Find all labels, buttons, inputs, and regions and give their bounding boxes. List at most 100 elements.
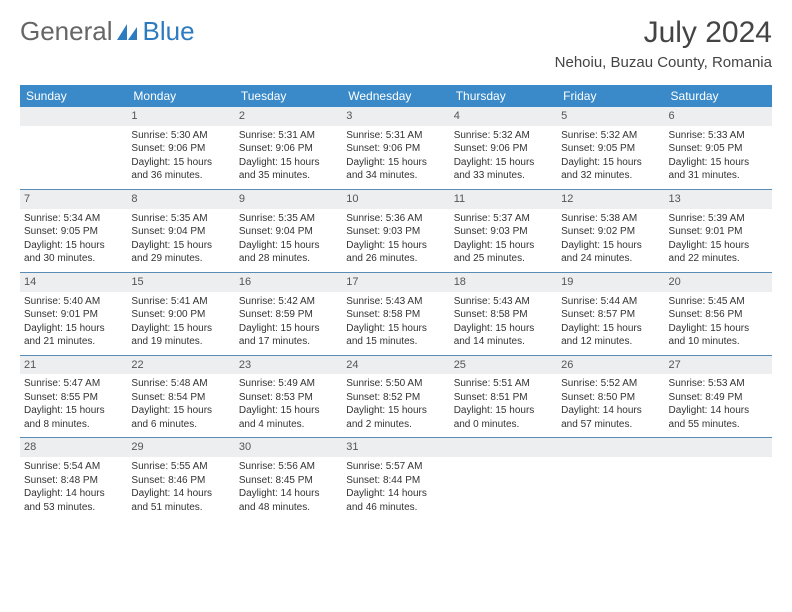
- daylight-text: Daylight: 15 hours and 30 minutes.: [24, 239, 123, 266]
- sunrise-text: Sunrise: 5:47 AM: [24, 377, 123, 391]
- calendar-cell: 8Sunrise: 5:35 AMSunset: 9:04 PMDaylight…: [127, 189, 234, 272]
- sunrise-text: Sunrise: 5:50 AM: [346, 377, 445, 391]
- sunset-text: Sunset: 8:52 PM: [346, 391, 445, 405]
- logo: General Blue: [20, 16, 195, 47]
- day-header: Thursday: [450, 85, 557, 107]
- calendar-cell: [20, 107, 127, 189]
- sunrise-text: Sunrise: 5:49 AM: [239, 377, 338, 391]
- sunset-text: Sunset: 8:49 PM: [669, 391, 768, 405]
- daylight-text: Daylight: 15 hours and 2 minutes.: [346, 404, 445, 431]
- calendar-cell: 4Sunrise: 5:32 AMSunset: 9:06 PMDaylight…: [450, 107, 557, 189]
- day-number: 30: [235, 438, 342, 457]
- day-number: 3: [342, 107, 449, 126]
- day-number: 25: [450, 356, 557, 375]
- daylight-text: Daylight: 15 hours and 24 minutes.: [561, 239, 660, 266]
- day-number: [557, 438, 664, 457]
- sunrise-text: Sunrise: 5:34 AM: [24, 212, 123, 226]
- calendar-cell: 23Sunrise: 5:49 AMSunset: 8:53 PMDayligh…: [235, 355, 342, 438]
- day-number: 4: [450, 107, 557, 126]
- daylight-text: Daylight: 15 hours and 10 minutes.: [669, 322, 768, 349]
- daylight-text: Daylight: 15 hours and 33 minutes.: [454, 156, 553, 183]
- day-number: 18: [450, 273, 557, 292]
- day-header-row: Sunday Monday Tuesday Wednesday Thursday…: [20, 85, 772, 107]
- daylight-text: Daylight: 14 hours and 57 minutes.: [561, 404, 660, 431]
- day-number: 24: [342, 356, 449, 375]
- sunrise-text: Sunrise: 5:32 AM: [454, 129, 553, 143]
- day-number: 11: [450, 190, 557, 209]
- sunset-text: Sunset: 8:48 PM: [24, 474, 123, 488]
- day-header: Sunday: [20, 85, 127, 107]
- sunrise-text: Sunrise: 5:39 AM: [669, 212, 768, 226]
- calendar-cell: 30Sunrise: 5:56 AMSunset: 8:45 PMDayligh…: [235, 438, 342, 520]
- calendar-cell: 7Sunrise: 5:34 AMSunset: 9:05 PMDaylight…: [20, 189, 127, 272]
- calendar-row: 21Sunrise: 5:47 AMSunset: 8:55 PMDayligh…: [20, 355, 772, 438]
- sunset-text: Sunset: 8:58 PM: [346, 308, 445, 322]
- daylight-text: Daylight: 14 hours and 51 minutes.: [131, 487, 230, 514]
- sunrise-text: Sunrise: 5:38 AM: [561, 212, 660, 226]
- calendar-cell: 29Sunrise: 5:55 AMSunset: 8:46 PMDayligh…: [127, 438, 234, 520]
- sunset-text: Sunset: 9:00 PM: [131, 308, 230, 322]
- daylight-text: Daylight: 15 hours and 17 minutes.: [239, 322, 338, 349]
- sunrise-text: Sunrise: 5:43 AM: [454, 295, 553, 309]
- sunrise-text: Sunrise: 5:32 AM: [561, 129, 660, 143]
- sunset-text: Sunset: 8:51 PM: [454, 391, 553, 405]
- calendar-cell: [557, 438, 664, 520]
- daylight-text: Daylight: 15 hours and 34 minutes.: [346, 156, 445, 183]
- day-number: 14: [20, 273, 127, 292]
- day-number: 9: [235, 190, 342, 209]
- day-number: 26: [557, 356, 664, 375]
- calendar-cell: 1Sunrise: 5:30 AMSunset: 9:06 PMDaylight…: [127, 107, 234, 189]
- day-number: 20: [665, 273, 772, 292]
- day-number: 15: [127, 273, 234, 292]
- daylight-text: Daylight: 15 hours and 35 minutes.: [239, 156, 338, 183]
- daylight-text: Daylight: 15 hours and 8 minutes.: [24, 404, 123, 431]
- calendar-table: Sunday Monday Tuesday Wednesday Thursday…: [20, 85, 772, 520]
- sunset-text: Sunset: 9:05 PM: [561, 142, 660, 156]
- daylight-text: Daylight: 14 hours and 46 minutes.: [346, 487, 445, 514]
- calendar-cell: 9Sunrise: 5:35 AMSunset: 9:04 PMDaylight…: [235, 189, 342, 272]
- daylight-text: Daylight: 15 hours and 29 minutes.: [131, 239, 230, 266]
- daylight-text: Daylight: 14 hours and 53 minutes.: [24, 487, 123, 514]
- sunset-text: Sunset: 8:59 PM: [239, 308, 338, 322]
- day-number: 21: [20, 356, 127, 375]
- calendar-cell: 28 Sunrise: 5:54 AMSunset: 8:48 PMDayligh…: [20, 438, 127, 520]
- calendar-cell: 11Sunrise: 5:37 AMSunset: 9:03 PMDayligh…: [450, 189, 557, 272]
- day-header: Friday: [557, 85, 664, 107]
- day-number: 12: [557, 190, 664, 209]
- daylight-text: Daylight: 15 hours and 15 minutes.: [346, 322, 445, 349]
- daylight-text: Daylight: 15 hours and 21 minutes.: [24, 322, 123, 349]
- calendar-row: 1Sunrise: 5:30 AMSunset: 9:06 PMDaylight…: [20, 107, 772, 189]
- sunset-text: Sunset: 8:54 PM: [131, 391, 230, 405]
- day-number: 6: [665, 107, 772, 126]
- sunrise-text: Sunrise: 5:42 AM: [239, 295, 338, 309]
- sunset-text: Sunset: 9:03 PM: [346, 225, 445, 239]
- sunrise-text: Sunrise: 5:51 AM: [454, 377, 553, 391]
- calendar-cell: 21Sunrise: 5:47 AMSunset: 8:55 PMDayligh…: [20, 355, 127, 438]
- calendar-cell: 26Sunrise: 5:52 AMSunset: 8:50 PMDayligh…: [557, 355, 664, 438]
- sunrise-text: Sunrise: 5:54 AM: [24, 460, 123, 474]
- sunrise-text: Sunrise: 5:55 AM: [131, 460, 230, 474]
- day-number: 23: [235, 356, 342, 375]
- sunrise-text: Sunrise: 5:57 AM: [346, 460, 445, 474]
- day-header: Monday: [127, 85, 234, 107]
- sunrise-text: Sunrise: 5:53 AM: [669, 377, 768, 391]
- daylight-text: Daylight: 15 hours and 0 minutes.: [454, 404, 553, 431]
- daylight-text: Daylight: 14 hours and 55 minutes.: [669, 404, 768, 431]
- sunrise-text: Sunrise: 5:37 AM: [454, 212, 553, 226]
- calendar-cell: 14Sunrise: 5:40 AMSunset: 9:01 PMDayligh…: [20, 272, 127, 355]
- day-number: 28: [20, 438, 127, 457]
- calendar-cell: 2Sunrise: 5:31 AMSunset: 9:06 PMDaylight…: [235, 107, 342, 189]
- day-number: 5: [557, 107, 664, 126]
- sunset-text: Sunset: 9:02 PM: [561, 225, 660, 239]
- calendar-cell: 25 Sunrise: 5:51 AMSunset: 8:51 PMDayligh…: [450, 355, 557, 438]
- sunrise-text: Sunrise: 5:40 AM: [24, 295, 123, 309]
- daylight-text: Daylight: 15 hours and 26 minutes.: [346, 239, 445, 266]
- sunset-text: Sunset: 8:45 PM: [239, 474, 338, 488]
- calendar-cell: 18Sunrise: 5:43 AMSunset: 8:58 PMDayligh…: [450, 272, 557, 355]
- daylight-text: Daylight: 15 hours and 25 minutes.: [454, 239, 553, 266]
- calendar-cell: [450, 438, 557, 520]
- day-number: 29: [127, 438, 234, 457]
- day-number: [20, 107, 127, 126]
- calendar-cell: 19Sunrise: 5:44 AMSunset: 8:57 PMDayligh…: [557, 272, 664, 355]
- sunrise-text: Sunrise: 5:44 AM: [561, 295, 660, 309]
